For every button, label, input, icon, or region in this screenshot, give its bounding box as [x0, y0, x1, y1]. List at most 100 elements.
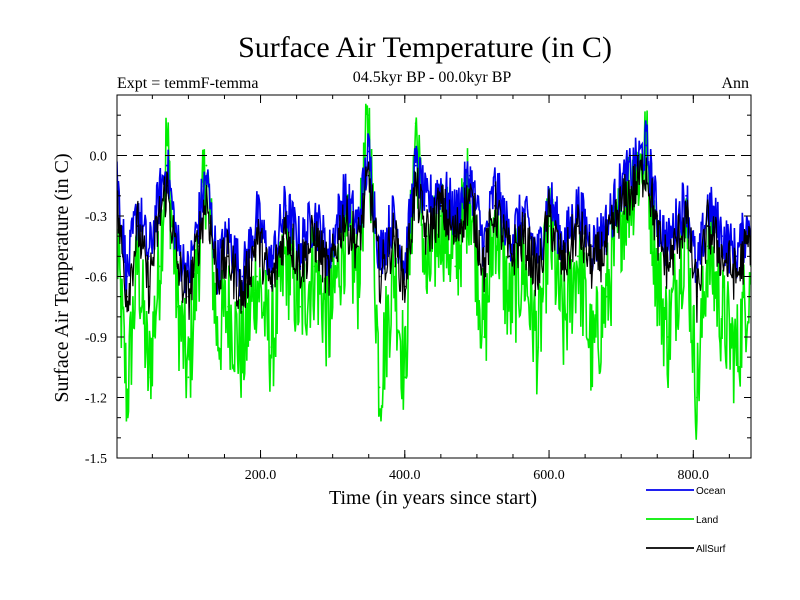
- data-point-land: [313, 265, 316, 268]
- data-point-allsurf: [634, 184, 637, 187]
- x-tick-label: 400.0: [389, 468, 421, 483]
- legend-label-ocean: Ocean: [696, 486, 725, 497]
- legend: Ocean Land AllSurf: [646, 486, 726, 555]
- axis-layer: 0.0 -0.3 -0.6 -0.9 -1.2 -1.5 200.0 400.0 600.0 80…: [85, 94, 751, 483]
- data-point-allsurf: [227, 255, 229, 258]
- data-point-allsurf: [342, 215, 345, 217]
- data-point-allsurf: [147, 285, 150, 288]
- data-point-land: [696, 396, 698, 399]
- data-point-ocean: [299, 245, 302, 248]
- data-point-land: [165, 138, 168, 141]
- data-point-land: [205, 164, 208, 167]
- series-layer: [117, 103, 751, 440]
- series-line-allsurf: [117, 154, 751, 323]
- data-point-allsurf: [576, 225, 579, 227]
- data-point-ocean: [414, 164, 417, 167]
- data-point-ocean: [367, 150, 370, 153]
- data-point-allsurf: [468, 194, 471, 197]
- data-point-land: [176, 305, 179, 308]
- data-point-allsurf: [645, 164, 648, 167]
- y-tick-label: -0.3: [85, 210, 107, 225]
- data-point-allsurf: [216, 275, 219, 278]
- x-axis-label: Time (in years since start): [329, 487, 537, 509]
- data-point-land: [328, 326, 330, 328]
- data-point-ocean: [620, 184, 623, 187]
- data-point-land: [483, 336, 486, 338]
- x-tick-label: 600.0: [533, 468, 565, 483]
- season-label: Ann: [721, 75, 749, 92]
- data-point-ocean: [270, 265, 273, 268]
- y-tick-label: -0.9: [85, 331, 107, 346]
- data-point-allsurf: [483, 265, 486, 268]
- data-point-allsurf: [137, 225, 139, 227]
- data-point-allsurf: [696, 295, 698, 298]
- data-point-allsurf: [656, 235, 659, 238]
- data-point-allsurf: [591, 265, 594, 268]
- x-tick-label: 800.0: [678, 468, 710, 483]
- data-point-ocean: [735, 255, 738, 258]
- data-point-land: [620, 215, 623, 217]
- data-point-land: [656, 275, 659, 278]
- data-point-allsurf: [256, 235, 258, 238]
- data-point-ocean: [591, 245, 594, 248]
- data-point-land: [667, 336, 669, 338]
- data-point-ocean: [645, 144, 648, 147]
- data-point-land: [137, 255, 139, 258]
- data-point-land: [378, 386, 381, 389]
- data-point-ocean: [284, 205, 287, 207]
- data-point-allsurf: [270, 285, 273, 288]
- series-line-land: [117, 103, 751, 440]
- data-point-ocean: [176, 245, 179, 248]
- data-point-allsurf: [508, 255, 511, 258]
- data-point-land: [367, 114, 370, 117]
- legend-label-land: Land: [696, 515, 718, 526]
- y-axis-label: Surface Air Temperature (in C): [51, 153, 73, 402]
- data-point-allsurf: [299, 265, 302, 268]
- data-point-allsurf: [158, 215, 161, 217]
- data-point-land: [256, 275, 258, 278]
- data-point-ocean: [667, 245, 669, 248]
- data-point-land: [425, 285, 428, 288]
- x-tick-label: 200.0: [245, 468, 277, 483]
- data-point-allsurf: [685, 215, 687, 217]
- data-point-allsurf: [378, 275, 381, 278]
- data-point-ocean: [342, 194, 345, 197]
- data-point-allsurf: [187, 295, 190, 298]
- data-point-allsurf: [313, 235, 316, 238]
- data-point-allsurf: [548, 215, 550, 217]
- data-point-land: [216, 336, 219, 338]
- data-point-ocean: [126, 275, 128, 278]
- data-point-ocean: [721, 235, 724, 238]
- data-point-allsurf: [735, 275, 738, 278]
- data-point-allsurf: [537, 275, 540, 278]
- data-point-allsurf: [605, 245, 608, 248]
- data-point-allsurf: [667, 265, 669, 268]
- data-point-land: [537, 346, 540, 348]
- data-point-land: [187, 376, 190, 379]
- data-point-allsurf: [176, 265, 179, 268]
- data-point-land: [548, 225, 550, 227]
- data-point-land: [393, 265, 395, 268]
- data-point-allsurf: [393, 235, 395, 238]
- data-point-land: [735, 356, 738, 359]
- data-point-land: [270, 346, 273, 348]
- data-point-ocean: [256, 215, 258, 217]
- data-point-land: [562, 326, 565, 328]
- data-point-land: [158, 265, 161, 268]
- data-point-land: [414, 122, 417, 125]
- data-point-land: [439, 215, 442, 217]
- data-point-land: [227, 305, 229, 308]
- data-point-ocean: [685, 194, 687, 197]
- data-point-ocean: [483, 245, 486, 248]
- data-point-land: [576, 255, 579, 258]
- data-point-land: [299, 305, 302, 308]
- data-point-allsurf: [439, 205, 442, 207]
- data-point-ocean: [403, 265, 406, 268]
- data-point-allsurf: [126, 295, 128, 298]
- data-point-land: [284, 255, 287, 258]
- data-point-allsurf: [522, 235, 525, 238]
- data-point-land: [454, 265, 457, 268]
- data-point-ocean: [147, 255, 150, 258]
- data-point-allsurf: [284, 225, 287, 227]
